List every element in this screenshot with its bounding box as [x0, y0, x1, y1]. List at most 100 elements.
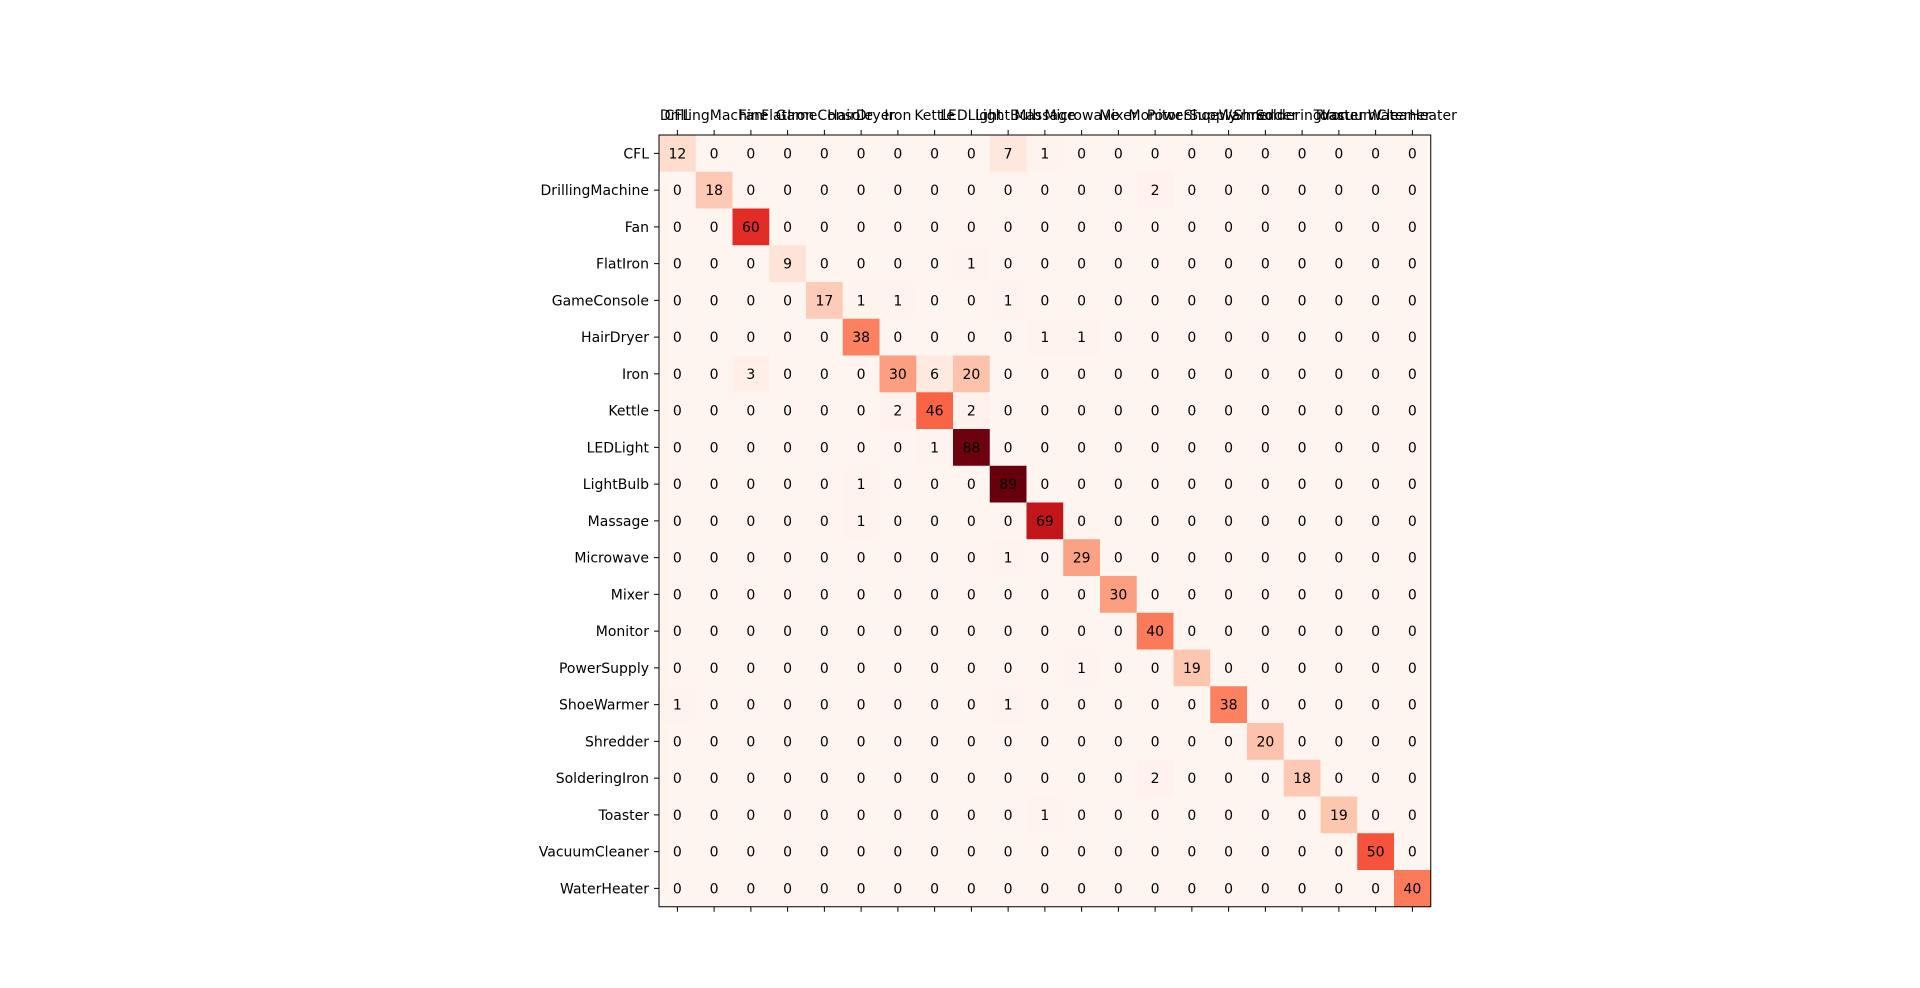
heatmap-cell [1026, 465, 1064, 503]
heatmap-cell [1210, 245, 1248, 283]
cell-value-label: 0 [673, 257, 682, 273]
cell-value-label: 7 [1004, 146, 1013, 162]
cell-value-label: 0 [1040, 661, 1049, 677]
heatmap-cell [879, 465, 917, 503]
heatmap-cell [879, 686, 917, 724]
heatmap-cell [1283, 539, 1321, 577]
cell-value-label: 0 [1408, 183, 1417, 199]
heatmap-cell [695, 649, 733, 687]
cell-value-label: 0 [1408, 477, 1417, 493]
heatmap-cell [1283, 502, 1321, 540]
heatmap-cell [916, 686, 954, 724]
heatmap-cell [695, 135, 733, 173]
cell-value-label: 0 [1408, 845, 1417, 861]
heatmap-cell [769, 649, 807, 687]
heatmap-cell [1320, 245, 1358, 283]
cell-value-label: 0 [1298, 440, 1307, 456]
cell-value-label: 0 [1151, 661, 1160, 677]
cell-value-label: 0 [893, 845, 902, 861]
heatmap-cell [1100, 318, 1138, 356]
cell-value-label: 0 [857, 661, 866, 677]
heatmap-cell [953, 245, 991, 283]
heatmap-cell [1357, 208, 1395, 246]
heatmap-cell [879, 576, 917, 614]
cell-value-label: 0 [820, 514, 829, 530]
cell-value-label: 0 [1151, 220, 1160, 236]
heatmap-cell [842, 649, 880, 687]
cell-value-label: 1 [1004, 293, 1013, 309]
cell-value-label: 0 [1408, 771, 1417, 787]
x-tick-label: ShoeWarmer [1184, 108, 1274, 124]
cell-value-label: 0 [1151, 440, 1160, 456]
heatmap-cell [769, 318, 807, 356]
heatmap-cell [1210, 355, 1248, 393]
heatmap-cell [916, 723, 954, 761]
cell-value-label: 0 [1151, 293, 1160, 309]
cell-value-label: 0 [1114, 808, 1123, 824]
heatmap-cell [1283, 796, 1321, 834]
heatmap-cell [1063, 539, 1101, 577]
cell-value-label: 0 [1187, 440, 1196, 456]
cell-value-label: 1 [1077, 330, 1086, 346]
cell-value-label: 0 [820, 771, 829, 787]
heatmap-cell [1026, 796, 1064, 834]
heatmap-cell [1063, 502, 1101, 540]
heatmap-cell [1210, 576, 1248, 614]
heatmap-cell [842, 429, 880, 467]
cell-value-label: 0 [1004, 330, 1013, 346]
cell-value-label: 0 [967, 587, 976, 603]
cell-value-label: 0 [857, 367, 866, 383]
heatmap-cell [806, 576, 844, 614]
cell-value-label: 0 [783, 661, 792, 677]
heatmap-cell [1136, 208, 1174, 246]
heatmap-cell [659, 245, 697, 283]
heatmap-cell [1247, 649, 1285, 687]
heatmap-cell [1136, 465, 1174, 503]
heatmap-cell [1247, 796, 1285, 834]
heatmap-cell [769, 539, 807, 577]
heatmap-cell [1210, 465, 1248, 503]
cell-value-label: 2 [967, 404, 976, 420]
cell-value-label: 0 [820, 551, 829, 567]
cell-value-label: 0 [893, 661, 902, 677]
heatmap-cell [695, 576, 733, 614]
cell-value-label: 0 [1151, 367, 1160, 383]
cell-value-label: 0 [710, 367, 719, 383]
heatmap-cell [1026, 723, 1064, 761]
cell-value-label: 0 [1224, 551, 1233, 567]
heatmap-cell [1357, 723, 1395, 761]
heatmap-cell [1136, 870, 1174, 908]
cell-value-label: 0 [1114, 220, 1123, 236]
cell-value-label: 0 [1371, 257, 1380, 273]
heatmap-cell [659, 465, 697, 503]
cell-value-label: 0 [1114, 183, 1123, 199]
y-tick-labels: CFL DrillingMachine Fan FlatIron GameConsole… [539, 146, 650, 897]
cell-value-label: 0 [1371, 220, 1380, 236]
heatmap-cell [1210, 135, 1248, 173]
heatmap-cell [1320, 135, 1358, 173]
cell-value-label: 0 [1334, 771, 1343, 787]
cell-value-label: 1 [930, 440, 939, 456]
heatmap-cell [1394, 392, 1432, 430]
heatmap-cell [1210, 502, 1248, 540]
cell-value-label: 0 [1187, 587, 1196, 603]
cell-value-label: 0 [710, 624, 719, 640]
heatmap-cell [1173, 429, 1211, 467]
cell-value-label: 0 [1114, 661, 1123, 677]
heatmap-cell [732, 429, 770, 467]
heatmap-cell [1063, 759, 1101, 797]
cell-value-label: 0 [1224, 771, 1233, 787]
heatmap-cell [695, 723, 733, 761]
cell-value-label: 0 [710, 661, 719, 677]
cell-value-label: 0 [746, 146, 755, 162]
heatmap-cell [1026, 833, 1064, 871]
heatmap-cell [1357, 429, 1395, 467]
cell-value-label: 0 [1371, 514, 1380, 530]
x-tick-label: DrillingMachine [660, 108, 768, 124]
heatmap-cell [916, 759, 954, 797]
heatmap-cell [1136, 502, 1174, 540]
heatmap-cell [732, 392, 770, 430]
cell-value-label: 0 [1224, 624, 1233, 640]
cell-value-label: 0 [893, 183, 902, 199]
